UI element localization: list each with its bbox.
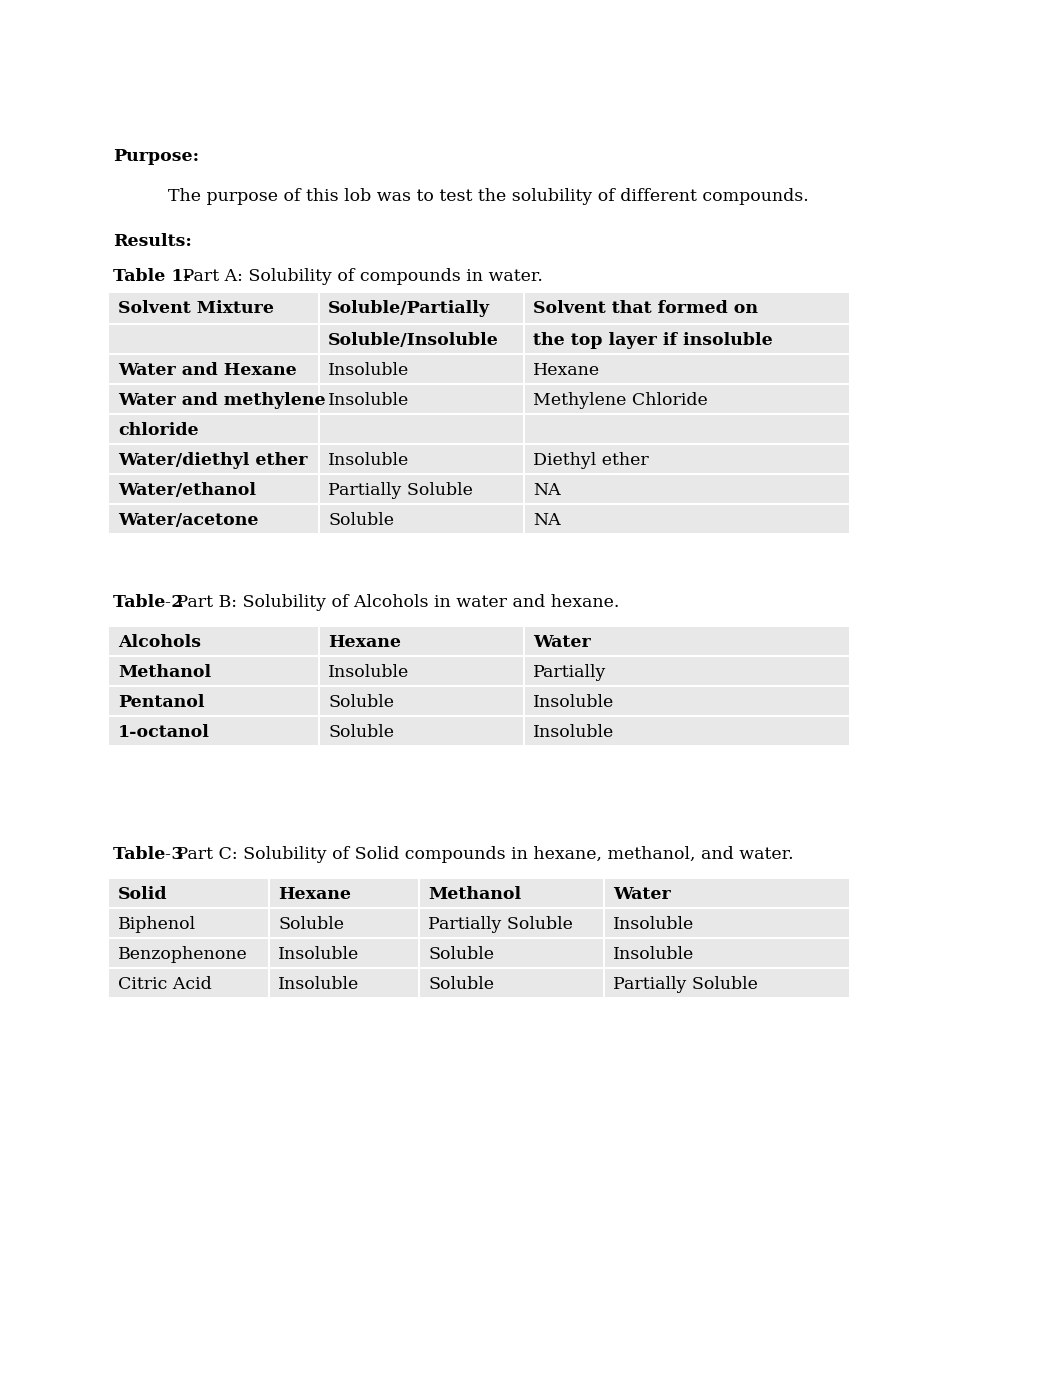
Text: Table 2: Table 2 bbox=[113, 594, 184, 611]
Text: Insoluble: Insoluble bbox=[613, 916, 695, 933]
Text: Insoluble: Insoluble bbox=[328, 362, 409, 378]
Text: Hexane: Hexane bbox=[533, 362, 600, 378]
Text: Purpose:: Purpose: bbox=[113, 149, 200, 165]
Text: Biphenol: Biphenol bbox=[118, 916, 196, 933]
Text: Solvent that formed on: Solvent that formed on bbox=[533, 300, 758, 316]
Text: Soluble/Partially: Soluble/Partially bbox=[328, 300, 490, 316]
Text: Methanol: Methanol bbox=[428, 886, 521, 903]
Text: Water/acetone: Water/acetone bbox=[118, 512, 258, 528]
Text: Solid: Solid bbox=[118, 886, 168, 903]
Text: Alcohols: Alcohols bbox=[118, 634, 201, 651]
Text: Diethyl ether: Diethyl ether bbox=[533, 451, 649, 469]
Text: Methylene Chloride: Methylene Chloride bbox=[533, 392, 707, 409]
Text: Hexane: Hexane bbox=[328, 634, 401, 651]
Text: Methanol: Methanol bbox=[118, 665, 211, 681]
Text: NA: NA bbox=[533, 512, 561, 528]
Text: Water and Hexane: Water and Hexane bbox=[118, 362, 296, 378]
Text: the top layer if insoluble: the top layer if insoluble bbox=[533, 332, 773, 350]
Text: Soluble: Soluble bbox=[328, 724, 394, 742]
Text: Benzophenone: Benzophenone bbox=[118, 947, 247, 963]
Text: Water/ethanol: Water/ethanol bbox=[118, 482, 256, 499]
Text: Insoluble: Insoluble bbox=[328, 451, 409, 469]
Text: NA: NA bbox=[533, 482, 561, 499]
Text: Soluble: Soluble bbox=[428, 947, 494, 963]
Text: The purpose of this lob was to test the solubility of different compounds.: The purpose of this lob was to test the … bbox=[168, 189, 809, 205]
Text: Partially Soluble: Partially Soluble bbox=[613, 976, 758, 993]
Text: Water: Water bbox=[613, 886, 671, 903]
Text: Table 3: Table 3 bbox=[113, 846, 184, 863]
Text: Soluble/Insoluble: Soluble/Insoluble bbox=[328, 332, 499, 350]
Text: Insoluble: Insoluble bbox=[328, 665, 409, 681]
Text: 1-octanol: 1-octanol bbox=[118, 724, 210, 742]
Text: Soluble: Soluble bbox=[328, 694, 394, 711]
Text: Insoluble: Insoluble bbox=[328, 392, 409, 409]
Text: Water/diethyl ether: Water/diethyl ether bbox=[118, 451, 308, 469]
Text: - Part C: Solubility of Solid compounds in hexane, methanol, and water.: - Part C: Solubility of Solid compounds … bbox=[165, 846, 793, 863]
Text: Hexane: Hexane bbox=[278, 886, 352, 903]
Text: Part A: Solubility of compounds in water.: Part A: Solubility of compounds in water… bbox=[177, 268, 543, 285]
Text: Water and methylene: Water and methylene bbox=[118, 392, 326, 409]
Text: Partially Soluble: Partially Soluble bbox=[328, 482, 473, 499]
Text: Insoluble: Insoluble bbox=[533, 724, 614, 742]
FancyBboxPatch shape bbox=[109, 626, 849, 746]
FancyBboxPatch shape bbox=[109, 878, 849, 998]
FancyBboxPatch shape bbox=[109, 292, 849, 534]
Text: Solvent Mixture: Solvent Mixture bbox=[118, 300, 274, 316]
Text: Insoluble: Insoluble bbox=[533, 694, 614, 711]
Text: Insoluble: Insoluble bbox=[278, 947, 359, 963]
Text: Soluble: Soluble bbox=[328, 512, 394, 528]
Text: Results:: Results: bbox=[113, 233, 192, 250]
Text: Table 1-: Table 1- bbox=[113, 268, 191, 285]
Text: Citric Acid: Citric Acid bbox=[118, 976, 211, 993]
Text: Partially: Partially bbox=[533, 665, 606, 681]
Text: Insoluble: Insoluble bbox=[278, 976, 359, 993]
Text: Insoluble: Insoluble bbox=[613, 947, 695, 963]
Text: Pentanol: Pentanol bbox=[118, 694, 205, 711]
Text: Soluble: Soluble bbox=[278, 916, 344, 933]
Text: - Part B: Solubility of Alcohols in water and hexane.: - Part B: Solubility of Alcohols in wate… bbox=[165, 594, 619, 611]
Text: Partially Soluble: Partially Soluble bbox=[428, 916, 572, 933]
Text: chloride: chloride bbox=[118, 422, 199, 439]
Text: Soluble: Soluble bbox=[428, 976, 494, 993]
Text: Water: Water bbox=[533, 634, 590, 651]
